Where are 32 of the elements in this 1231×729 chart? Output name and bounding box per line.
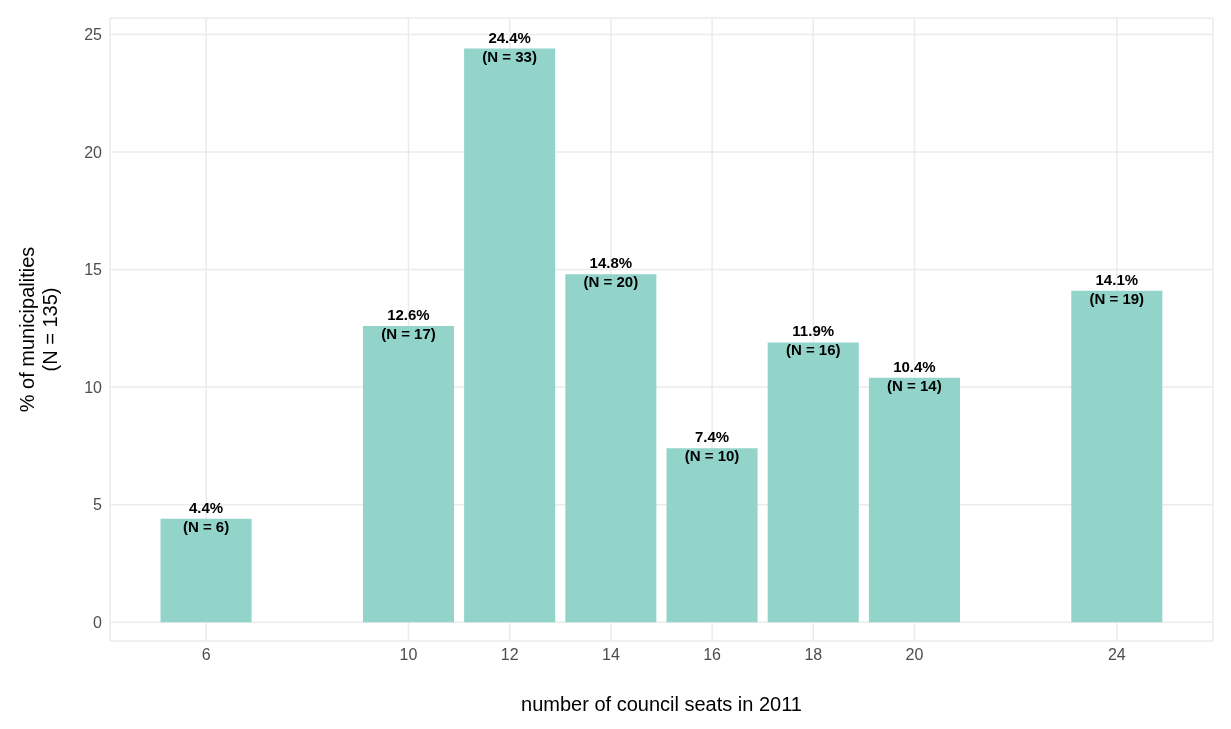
y-tick-label: 10 [84,378,103,396]
data-label: 14.8% (N = 20) [583,254,639,291]
x-tick-label: 10 [399,646,418,664]
x-tick-label: 16 [703,646,722,664]
bar [565,274,657,623]
bar [767,342,859,623]
data-label: 7.4% (N = 10) [684,428,740,465]
bar [868,377,960,623]
data-label: 14.1% (N = 19) [1089,270,1145,307]
y-tick-label: 15 [84,261,103,279]
x-tick-label: 12 [500,646,519,664]
data-label: 10.4% (N = 14) [887,357,942,394]
x-tick-label: 14 [602,646,620,664]
data-label: 4.4% (N = 6) [182,498,230,535]
bar [160,518,252,623]
data-label: 11.9% (N = 16) [785,322,841,359]
y-tick-label: 5 [93,496,103,514]
y-axis-title: % of municipalities (N = 135) [15,246,61,413]
x-tick-label: 6 [201,646,211,664]
x-tick-label: 18 [804,646,823,664]
x-tick-label: 24 [1107,646,1126,664]
x-tick-label: 20 [905,646,924,664]
y-tick-label: 20 [84,143,103,161]
bar [1071,290,1163,623]
data-label: 12.6% (N = 17) [381,305,436,342]
x-axis-title: number of council seats in 2011 [521,693,802,715]
bar [464,48,556,623]
y-tick-label: 25 [84,26,103,44]
bar [362,325,454,623]
data-label: 24.4% (N = 33) [482,28,537,65]
bar [666,448,758,623]
y-tick-label: 0 [93,613,103,631]
